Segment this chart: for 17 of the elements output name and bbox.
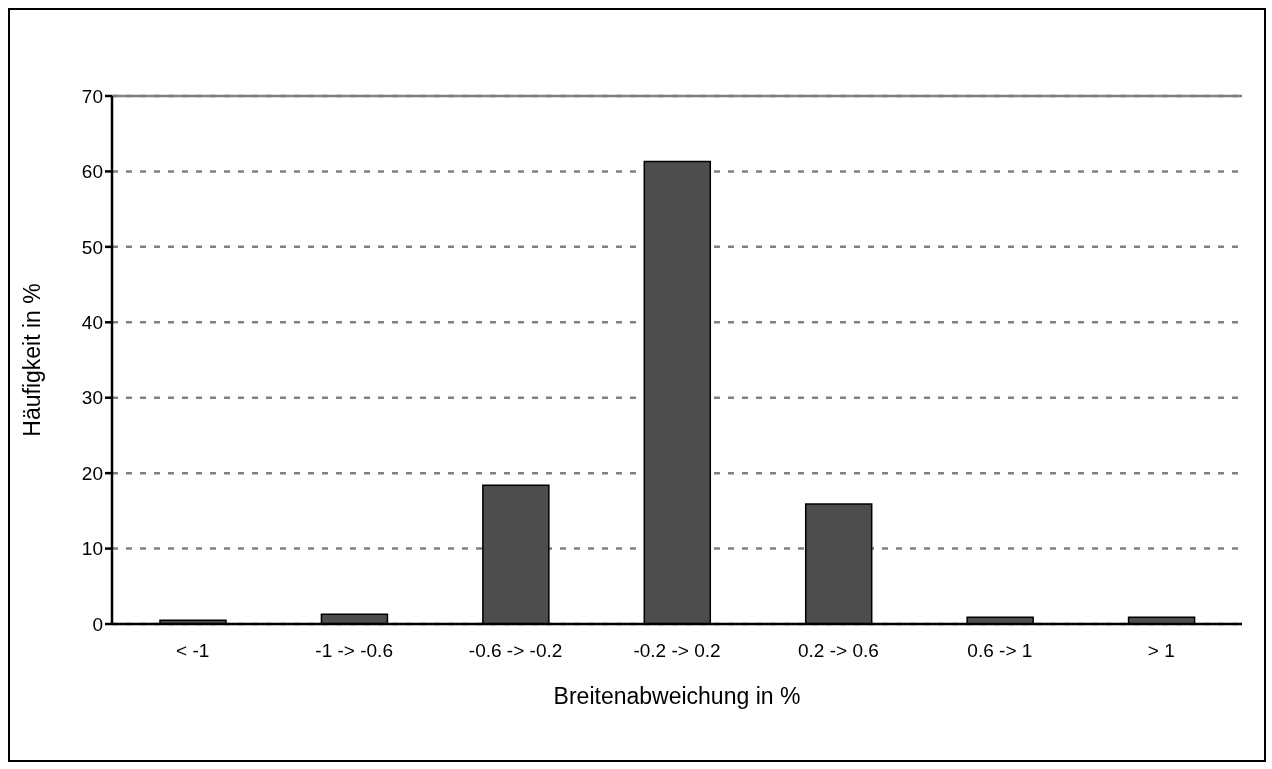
y-tick-label: 0 [92,613,103,635]
y-tick-label: 20 [81,462,103,484]
x-tick-label: -0.2 -> 0.2 [633,640,721,662]
x-tick-label: < -1 [176,640,210,662]
x-tick-label: 0.2 -> 0.6 [798,640,879,662]
y-axis-title: Häufigkeit in % [19,283,46,437]
x-tick-label: 0.6 -> 1 [967,640,1033,662]
x-axis-title: Breitenabweichung in % [553,683,801,709]
x-tick-label: -1 -> -0.6 [315,640,393,662]
y-tick-label: 60 [81,161,103,183]
y-tick-label: 10 [81,538,103,560]
y-tick-label: 30 [81,387,103,409]
y-tick-label: 70 [81,85,103,107]
x-tick-label: -0.6 -> -0.2 [468,640,563,662]
y-tick-label: 40 [81,312,103,334]
x-tick-label: > 1 [1147,640,1175,662]
y-tick-label: 50 [81,236,103,258]
